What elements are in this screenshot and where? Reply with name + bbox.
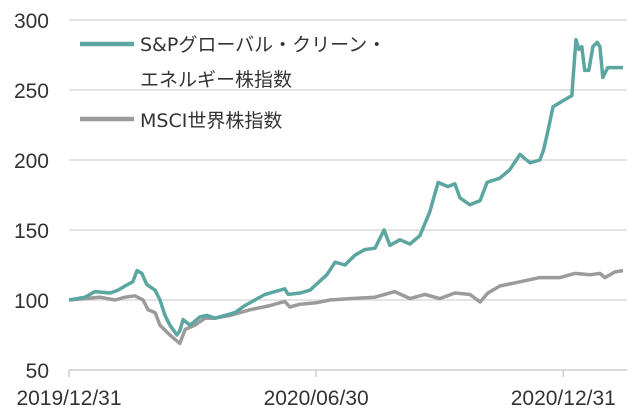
x-axis: 2019/12/31 2020/06/30 2020/12/31 [16,370,616,410]
x-tick-label: 2019/12/31 [16,387,121,410]
gridlines [69,19,627,371]
series-line-msci-world [68,268,624,346]
y-tick-label: 300 [14,10,49,33]
y-tick-label: 150 [14,220,49,243]
x-tick-label: 2020/06/30 [264,387,369,410]
legend: S&Pグローバル・クリーン・ エネルギー株指数 MSCI世界株指数 [80,34,386,132]
y-tick-label: 250 [14,80,49,103]
x-tick-label: 2020/12/31 [511,387,616,410]
y-tick-label: 100 [14,290,49,313]
y-axis-ticks: 50 100 150 200 250 300 [14,10,49,383]
legend-label-clean-energy-line2: エネルギー株指数 [140,69,292,91]
y-tick-label: 200 [14,150,49,173]
y-tick-label: 50 [26,360,49,383]
series-lines [68,37,624,346]
series-line-clean-energy [68,37,623,337]
legend-label-clean-energy-line1: S&Pグローバル・クリーン・ [140,34,386,56]
legend-label-msci-world: MSCI世界株指数 [140,110,282,132]
